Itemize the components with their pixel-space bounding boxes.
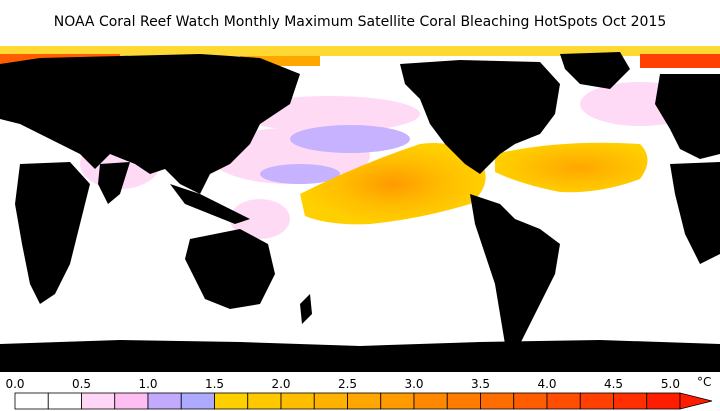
colorbar-swatches [14,392,681,410]
colorbar-tick-label: 0.5 [72,377,91,391]
colorbar-swatch [14,392,49,410]
colorbar-swatch [513,392,548,410]
colorbar-legend: 0.0 0.5 1.0 1.5 2.0 2.5 3.0 3.5 4.0 4.5 5.0 °C [0,372,720,411]
colorbar-unit-label: °C [697,375,711,389]
colorbar-swatch [579,392,614,410]
world-map [0,44,720,372]
colorbar-svg: 0.0 0.5 1.0 1.5 2.0 2.5 3.0 3.5 4.0 4.5 5.0 °C [5,375,713,410]
colorbar-swatch [380,392,415,410]
colorbar-swatch [613,392,648,410]
chart-title: NOAA Coral Reef Watch Monthly Maximum Sa… [0,0,720,44]
colorbar-swatch [347,392,382,410]
colorbar-tick-label: 2.5 [338,377,357,391]
colorbar-swatch [147,392,182,410]
colorbar-swatch [47,392,82,410]
land [0,52,720,372]
colorbar-swatch [280,392,315,410]
colorbar-swatch [180,392,215,410]
colorbar-tick-label: 4.0 [537,377,556,391]
colorbar-tick-label: 4.5 [604,377,623,391]
hotspot-atlantic [495,142,648,193]
colorbar-tick-label: 1.0 [138,377,157,391]
colorbar-swatch [313,392,348,410]
hotspot-east-pacific [300,143,486,225]
colorbar-tick-label: 0.0 [5,377,24,391]
colorbar-swatch [480,392,515,410]
colorbar-swatch [646,392,681,410]
colorbar-max-arrow [679,392,713,410]
colorbar-tick-labels: 0.0 0.5 1.0 1.5 2.0 2.5 3.0 3.5 4.0 4.5 5.0 [5,377,680,391]
colorbar-swatch [214,392,249,410]
colorbar-swatch [114,392,149,410]
colorbar-tick-label: 2.0 [271,377,290,391]
colorbar-swatch [413,392,448,410]
colorbar-tick-label: 1.5 [205,377,224,391]
colorbar-tick-label: 5.0 [661,377,680,391]
colorbar-swatch [81,392,116,410]
colorbar-tick-label: 3.0 [404,377,423,391]
colorbar-tick-label: 3.5 [471,377,490,391]
colorbar-swatch [546,392,581,410]
colorbar-swatch [446,392,481,410]
colorbar-swatch [247,392,282,410]
world-map-svg [0,44,720,372]
